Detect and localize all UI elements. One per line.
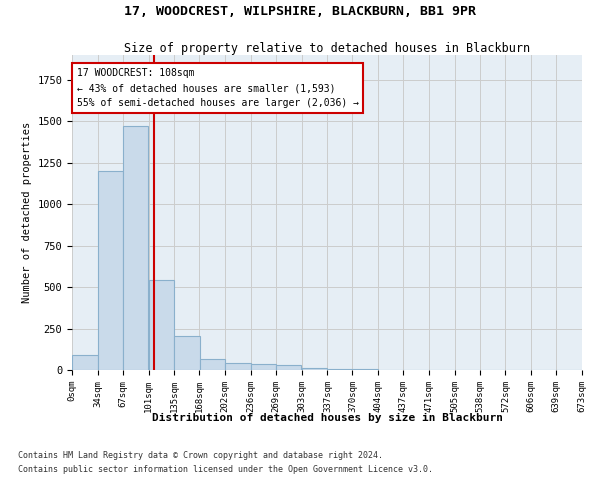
Y-axis label: Number of detached properties: Number of detached properties — [22, 122, 32, 303]
Bar — [149, 280, 174, 370]
Bar — [302, 368, 327, 370]
Bar — [175, 336, 200, 370]
Bar — [328, 368, 353, 370]
Text: Contains public sector information licensed under the Open Government Licence v3: Contains public sector information licen… — [18, 466, 433, 474]
Text: Contains HM Land Registry data © Crown copyright and database right 2024.: Contains HM Land Registry data © Crown c… — [18, 450, 383, 460]
Text: 17, WOODCREST, WILPSHIRE, BLACKBURN, BB1 9PR: 17, WOODCREST, WILPSHIRE, BLACKBURN, BB1… — [124, 5, 476, 18]
Text: 17 WOODCREST: 108sqm
← 43% of detached houses are smaller (1,593)
55% of semi-de: 17 WOODCREST: 108sqm ← 43% of detached h… — [77, 68, 359, 108]
Text: Distribution of detached houses by size in Blackburn: Distribution of detached houses by size … — [151, 412, 503, 422]
Bar — [199, 359, 225, 370]
Bar — [72, 355, 98, 370]
Bar — [98, 171, 124, 370]
Bar — [123, 126, 148, 370]
Bar — [251, 364, 277, 370]
Bar — [276, 366, 301, 370]
Bar — [353, 369, 378, 370]
Bar — [225, 362, 251, 370]
Title: Size of property relative to detached houses in Blackburn: Size of property relative to detached ho… — [124, 42, 530, 55]
